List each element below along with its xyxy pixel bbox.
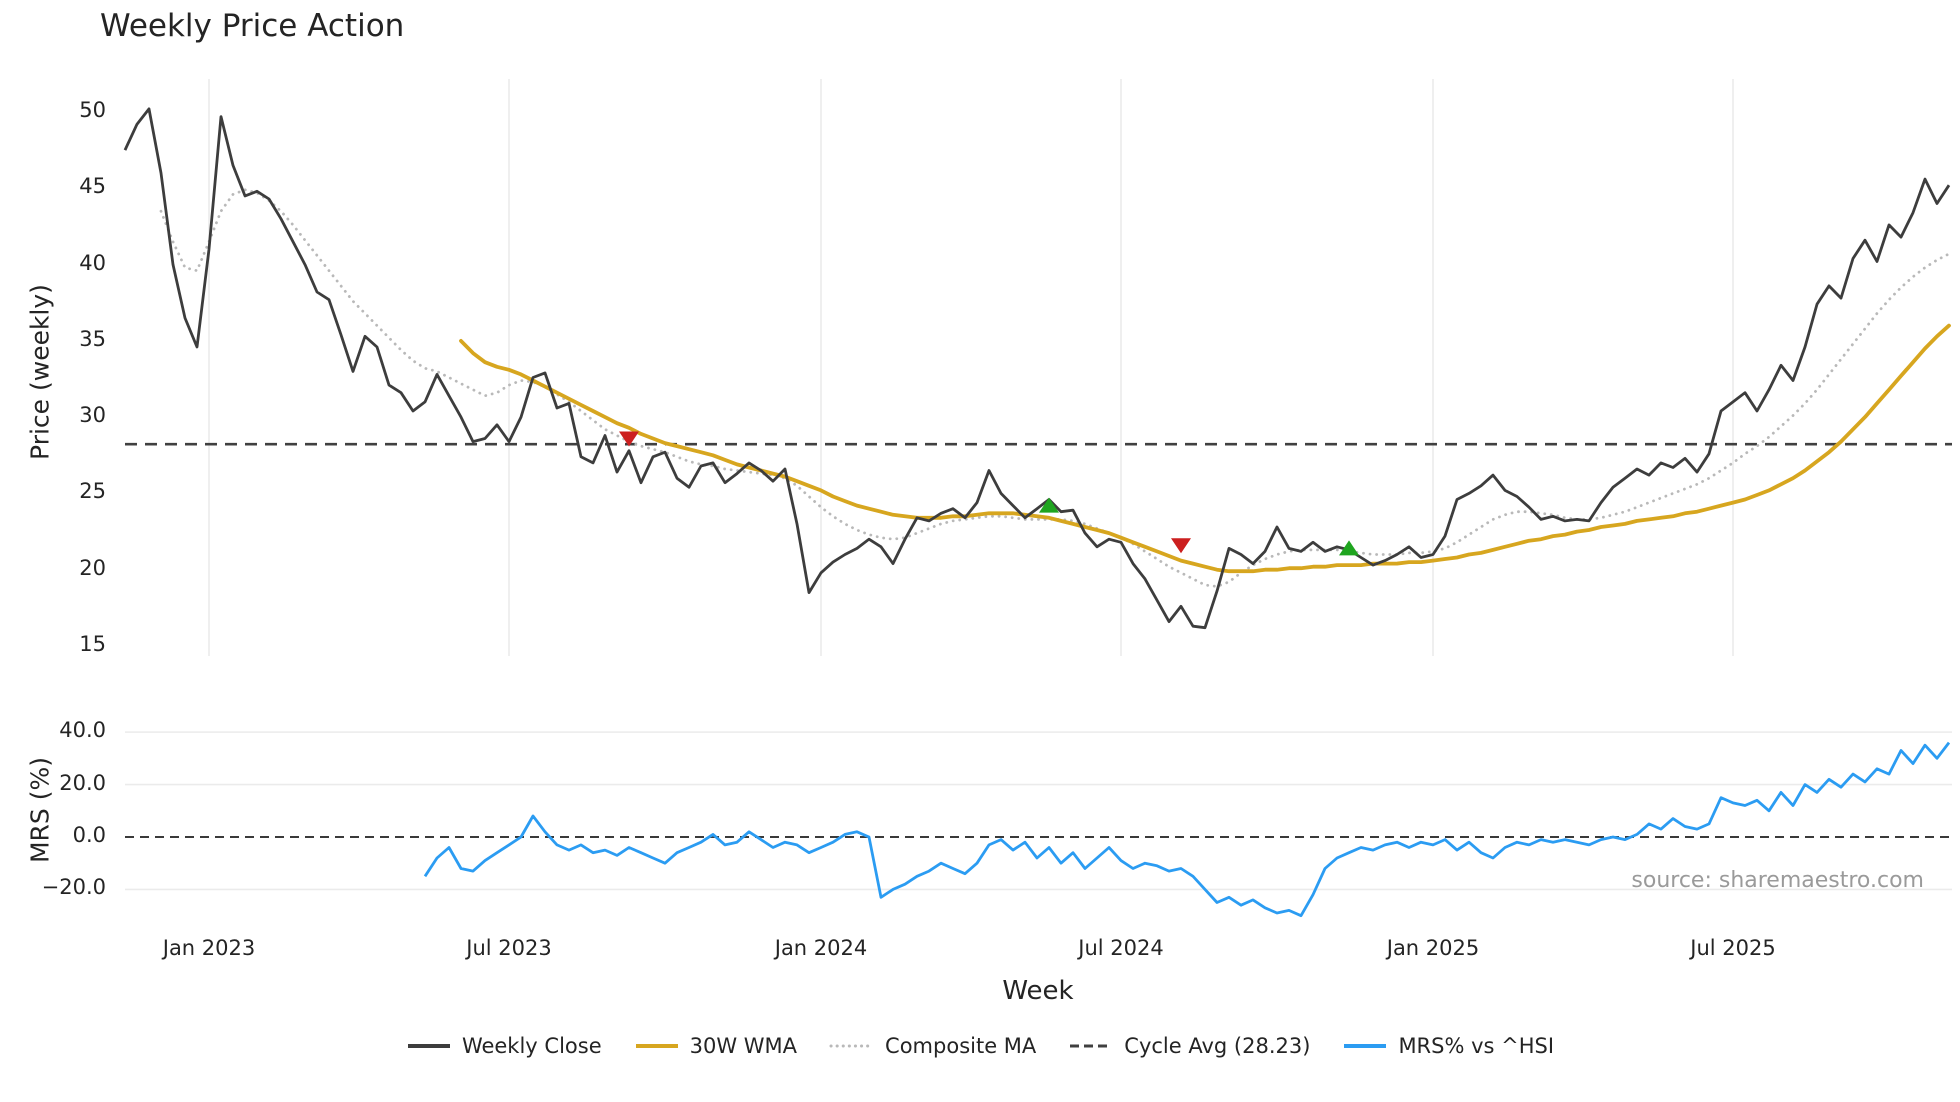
legend-label: 30W WMA <box>689 1034 798 1058</box>
legend-label: MRS% vs ^HSI <box>1398 1034 1555 1058</box>
buy-signal-marker <box>1039 497 1059 513</box>
sell-signal-marker <box>1171 538 1191 554</box>
price-ytick-label: 40 <box>79 250 106 275</box>
x-axis-label: Week <box>1002 976 1074 1006</box>
mrs-line <box>423 741 1951 918</box>
mrs-ytick-label: 40.0 <box>59 718 106 743</box>
legend-item: Cycle Avg (28.23) <box>1068 1034 1310 1058</box>
price-ytick-label: 50 <box>79 98 106 122</box>
buy-signal-marker <box>1339 540 1359 556</box>
legend-item: Weekly Close <box>406 1034 602 1058</box>
price-ytick-label: 35 <box>79 326 106 351</box>
legend-label: Weekly Close <box>461 1034 602 1058</box>
x-tick-label: Jul 2024 <box>1078 936 1164 960</box>
weekly-close-line <box>123 107 1951 630</box>
wma-30w-line <box>459 323 1951 574</box>
legend-item: Composite MA <box>829 1034 1036 1058</box>
x-tick-label: Jan 2023 <box>162 936 256 960</box>
price-ytick-label: 45 <box>79 174 106 199</box>
x-tick-label: Jan 2024 <box>774 936 868 960</box>
legend-swatch-dotted <box>829 1044 875 1048</box>
legend-swatch-solid <box>407 1044 450 1048</box>
mrs-ytick-label: 20.0 <box>59 770 106 795</box>
price-ytick-label: 25 <box>79 479 106 504</box>
composite-ma-line <box>159 188 1951 588</box>
source-attribution: source: sharemaestro.com <box>1631 868 1924 893</box>
x-tick-label: Jul 2025 <box>1690 936 1776 960</box>
mrs-ytick-label: −20.0 <box>41 875 106 900</box>
legend-label: Cycle Avg (28.23) <box>1124 1034 1311 1058</box>
legend-swatch-solid <box>635 1044 678 1048</box>
price-ytick-label: 15 <box>79 632 106 656</box>
legend-label: Composite MA <box>885 1034 1037 1058</box>
x-tick-label: Jan 2025 <box>1386 936 1480 960</box>
legend-swatch-solid <box>1344 1044 1387 1048</box>
legend-swatch-dashed <box>1070 1044 1113 1048</box>
price-ytick-label: 20 <box>79 555 106 580</box>
sell-signal-marker <box>619 431 639 447</box>
legend-item: 30W WMA <box>634 1034 797 1058</box>
x-tick-label: Jul 2023 <box>466 936 552 960</box>
price-ytick-label: 30 <box>79 403 106 428</box>
legend: Weekly Close 30W WMA Composite MA Cycle Avg… <box>0 1034 1960 1058</box>
chart-title: Weekly Price Action <box>100 8 405 44</box>
legend-item: MRS% vs ^HSI <box>1342 1034 1554 1058</box>
mrs-ytick-label: 0.0 <box>72 823 106 847</box>
